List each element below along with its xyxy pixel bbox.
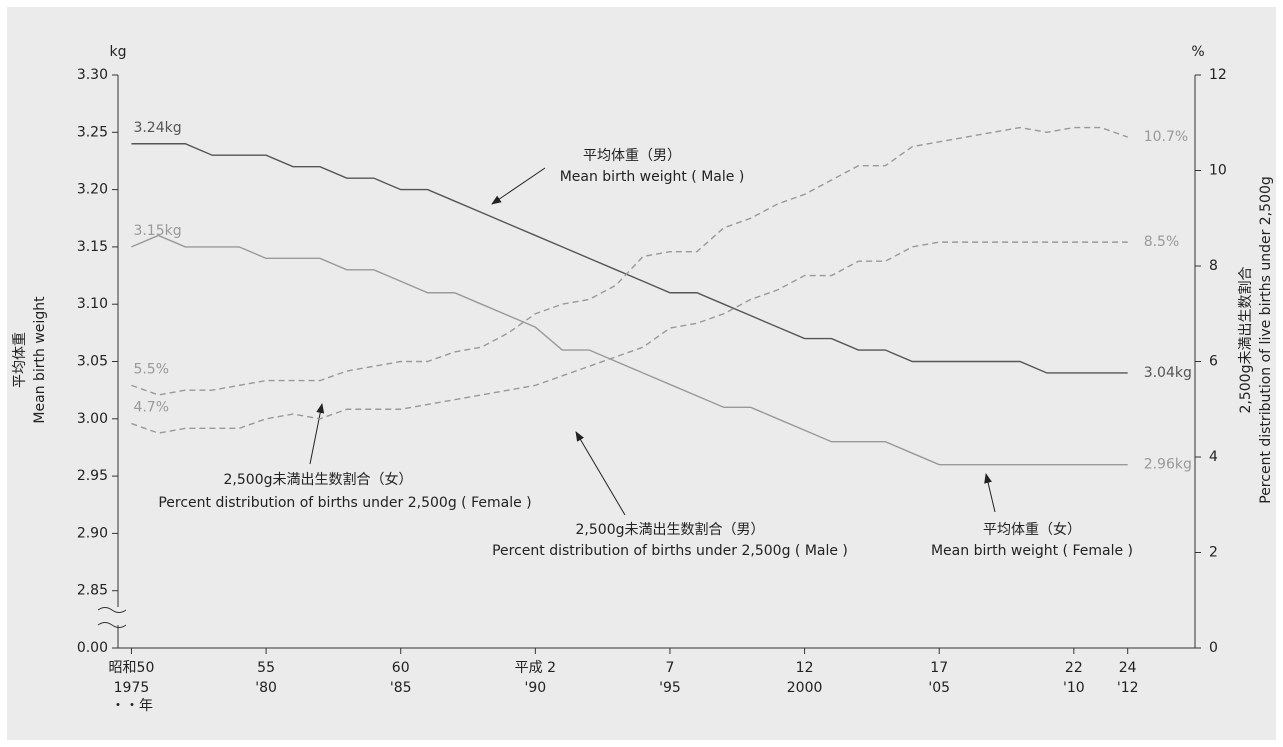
x-tick-era: 22 — [1065, 660, 1083, 676]
y2-tick-label: 0 — [1209, 640, 1218, 656]
y2-label: 2,500g未満出生数割合 — [1237, 267, 1254, 414]
x-tick-label: 1975 — [114, 680, 150, 696]
value-label: 4.7% — [133, 400, 169, 416]
y-tick-label: 3.10 — [77, 296, 108, 312]
x-unit: ・・年 — [111, 698, 153, 714]
x-tick-era: 17 — [930, 660, 948, 676]
x-tick-label: '90 — [525, 680, 547, 696]
annotation-text: Percent distribution of births under 2,5… — [492, 543, 848, 559]
value-label: 5.5% — [133, 361, 169, 377]
value-label: 3.04kg — [1144, 365, 1192, 381]
annotation-text: Mean birth weight ( Male ) — [560, 169, 745, 185]
x-tick-era: 55 — [257, 660, 275, 676]
y2-tick-label: 6 — [1209, 354, 1218, 370]
line — [131, 234, 1128, 466]
x-tick-label: '95 — [659, 680, 681, 696]
x-tick-era: 昭和50 — [109, 660, 155, 676]
y-tick-label: 0.00 — [77, 640, 108, 656]
x-tick-era: 24 — [1119, 660, 1137, 676]
x-tick-label: 2000 — [787, 680, 823, 696]
arrow — [309, 403, 325, 465]
arrow — [984, 473, 996, 513]
axis-break — [97, 607, 127, 628]
value-label: 3.15kg — [133, 223, 181, 239]
annotation: 2,500g未満出生数割合（女） Percent distribution of… — [158, 403, 532, 511]
y-tick-label: 3.20 — [77, 182, 108, 198]
y2-label: Percent distribution of live births unde… — [1258, 176, 1274, 504]
line — [131, 143, 1128, 374]
annotation: 平均体重（男） Mean birth weight ( Male ) — [491, 148, 745, 205]
arrow — [575, 431, 626, 516]
y-tick-label: 3.25 — [77, 124, 108, 140]
x-tick-era: 60 — [392, 660, 410, 676]
y-tick-label: 3.00 — [77, 411, 108, 427]
y-tick-label: 2.85 — [77, 583, 108, 599]
annotation-text: 2,500g未満出生数割合（男） — [576, 521, 765, 538]
y-tick-label: 3.15 — [77, 239, 108, 255]
y-unit: kg — [110, 44, 127, 60]
annotation-text: Percent distribution of births under 2,5… — [158, 495, 531, 511]
y-label: Mean birth weight — [32, 296, 48, 424]
annotation-text: 2,500g未満出生数割合（女） — [224, 471, 413, 488]
y-tick-label: 3.30 — [77, 67, 108, 83]
y2-tick-label: 10 — [1209, 163, 1227, 179]
annotation: 2,500g未満出生数割合（男） Percent distribution of… — [492, 431, 848, 559]
annotation-text: 平均体重（男） — [583, 148, 681, 164]
y-tick-label: 2.90 — [77, 525, 108, 541]
value-label: 2.96kg — [1144, 457, 1192, 473]
value-label: 3.24kg — [133, 120, 181, 136]
y-tick-label: 2.95 — [77, 468, 108, 484]
x-tick-era: 7 — [666, 660, 675, 676]
y2-tick-label: 8 — [1209, 258, 1218, 274]
y2-unit: % — [1191, 44, 1204, 60]
line — [131, 126, 1128, 396]
y2-tick-label: 2 — [1209, 545, 1218, 561]
x-tick-label: '12 — [1117, 680, 1139, 696]
y-label: 平均体重 — [12, 332, 28, 388]
y2-tick-label: 12 — [1209, 67, 1227, 83]
x-tick-era: 12 — [796, 660, 814, 676]
value-label: 8.5% — [1144, 234, 1180, 250]
annotation-text: Mean birth weight ( Female ) — [931, 543, 1133, 559]
x-tick-label: '05 — [928, 680, 950, 696]
x-tick-label: '85 — [390, 680, 412, 696]
y-tick-label: 3.05 — [77, 354, 108, 370]
x-tick-label: '80 — [255, 680, 277, 696]
y2-tick-label: 4 — [1209, 449, 1218, 465]
value-label: 10.7% — [1144, 129, 1188, 145]
annotation: 平均体重（女） Mean birth weight ( Female ) — [931, 473, 1133, 559]
x-tick-era: 平成 2 — [515, 660, 556, 676]
arrow — [491, 167, 546, 205]
line — [131, 241, 1128, 434]
annotation-text: 平均体重（女） — [983, 521, 1081, 538]
x-tick-label: '10 — [1063, 680, 1085, 696]
